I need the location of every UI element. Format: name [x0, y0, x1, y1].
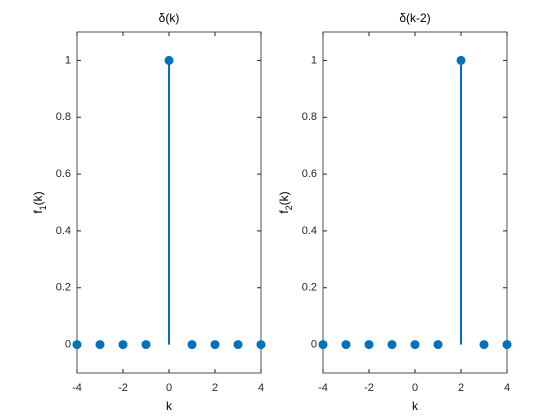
stem-marker	[164, 55, 174, 65]
stem-marker	[72, 340, 82, 350]
x-tick-label: 4	[504, 382, 510, 394]
stem-marker	[233, 340, 243, 350]
stem-marker	[141, 340, 151, 350]
plot-area	[322, 31, 508, 374]
chart-title: δ(k)	[159, 11, 180, 25]
x-tick-label: -4	[318, 382, 328, 394]
x-tick-label: 2	[458, 382, 464, 394]
y-tick-label: 0.8	[302, 111, 317, 123]
y-tick-label: 0	[65, 338, 71, 350]
x-tick-label: 0	[412, 382, 418, 394]
stem-marker	[433, 340, 443, 350]
stem-marker	[187, 340, 197, 350]
stem-marker	[456, 55, 466, 65]
x-tick-label: 0	[166, 382, 172, 394]
y-axis-label-part: (k)	[277, 191, 291, 205]
y-tick-label: 0.2	[302, 282, 317, 294]
y-tick-label: 0.2	[56, 282, 71, 294]
x-tick-label: 2	[212, 382, 218, 394]
x-axis-label: k	[166, 399, 173, 413]
y-axis-label-part: 2	[284, 205, 294, 210]
y-tick-label: 1	[311, 54, 317, 66]
axes: 00.20.40.60.81-4 -2 0 2 4δ(k-2)kf2(k)	[277, 11, 512, 413]
x-tick-label: -2	[364, 382, 374, 394]
y-tick-label: 0.4	[302, 225, 317, 237]
y-axis-label: f2(k)	[277, 191, 294, 213]
stem-marker	[410, 340, 420, 350]
y-tick-label: 0	[311, 338, 317, 350]
x-tick-label: -2	[118, 382, 128, 394]
stem-marker	[341, 340, 351, 350]
stem-marker	[118, 340, 128, 350]
stem-marker	[479, 340, 489, 350]
y-tick-label: 1	[65, 54, 71, 66]
y-axis-label-part: (k)	[31, 191, 45, 205]
y-axis-label-part: 1	[38, 205, 48, 210]
y-tick-label: 0.4	[56, 225, 71, 237]
x-axis-label: k	[412, 399, 419, 413]
y-axis-label-part: f	[277, 210, 291, 214]
x-tick-label: 4	[258, 382, 264, 394]
stem-marker	[256, 340, 266, 350]
stem-marker	[387, 340, 397, 350]
stem-marker	[318, 340, 328, 350]
chart-title: δ(k-2)	[399, 11, 430, 25]
axes: 00.20.40.60.81-4 -2 0 2 4δ(k)kf1(k)	[31, 11, 266, 413]
stem-marker	[210, 340, 220, 350]
y-tick-label: 0.6	[302, 168, 317, 180]
y-tick-label: 0.6	[56, 168, 71, 180]
stem-marker	[364, 340, 374, 350]
y-axis-label: f1(k)	[31, 191, 48, 213]
stem-marker	[95, 340, 105, 350]
y-axis-label-part: f	[31, 210, 45, 214]
stem-marker	[502, 340, 512, 350]
x-tick-label: -4	[72, 382, 82, 394]
y-tick-label: 0.8	[56, 111, 71, 123]
